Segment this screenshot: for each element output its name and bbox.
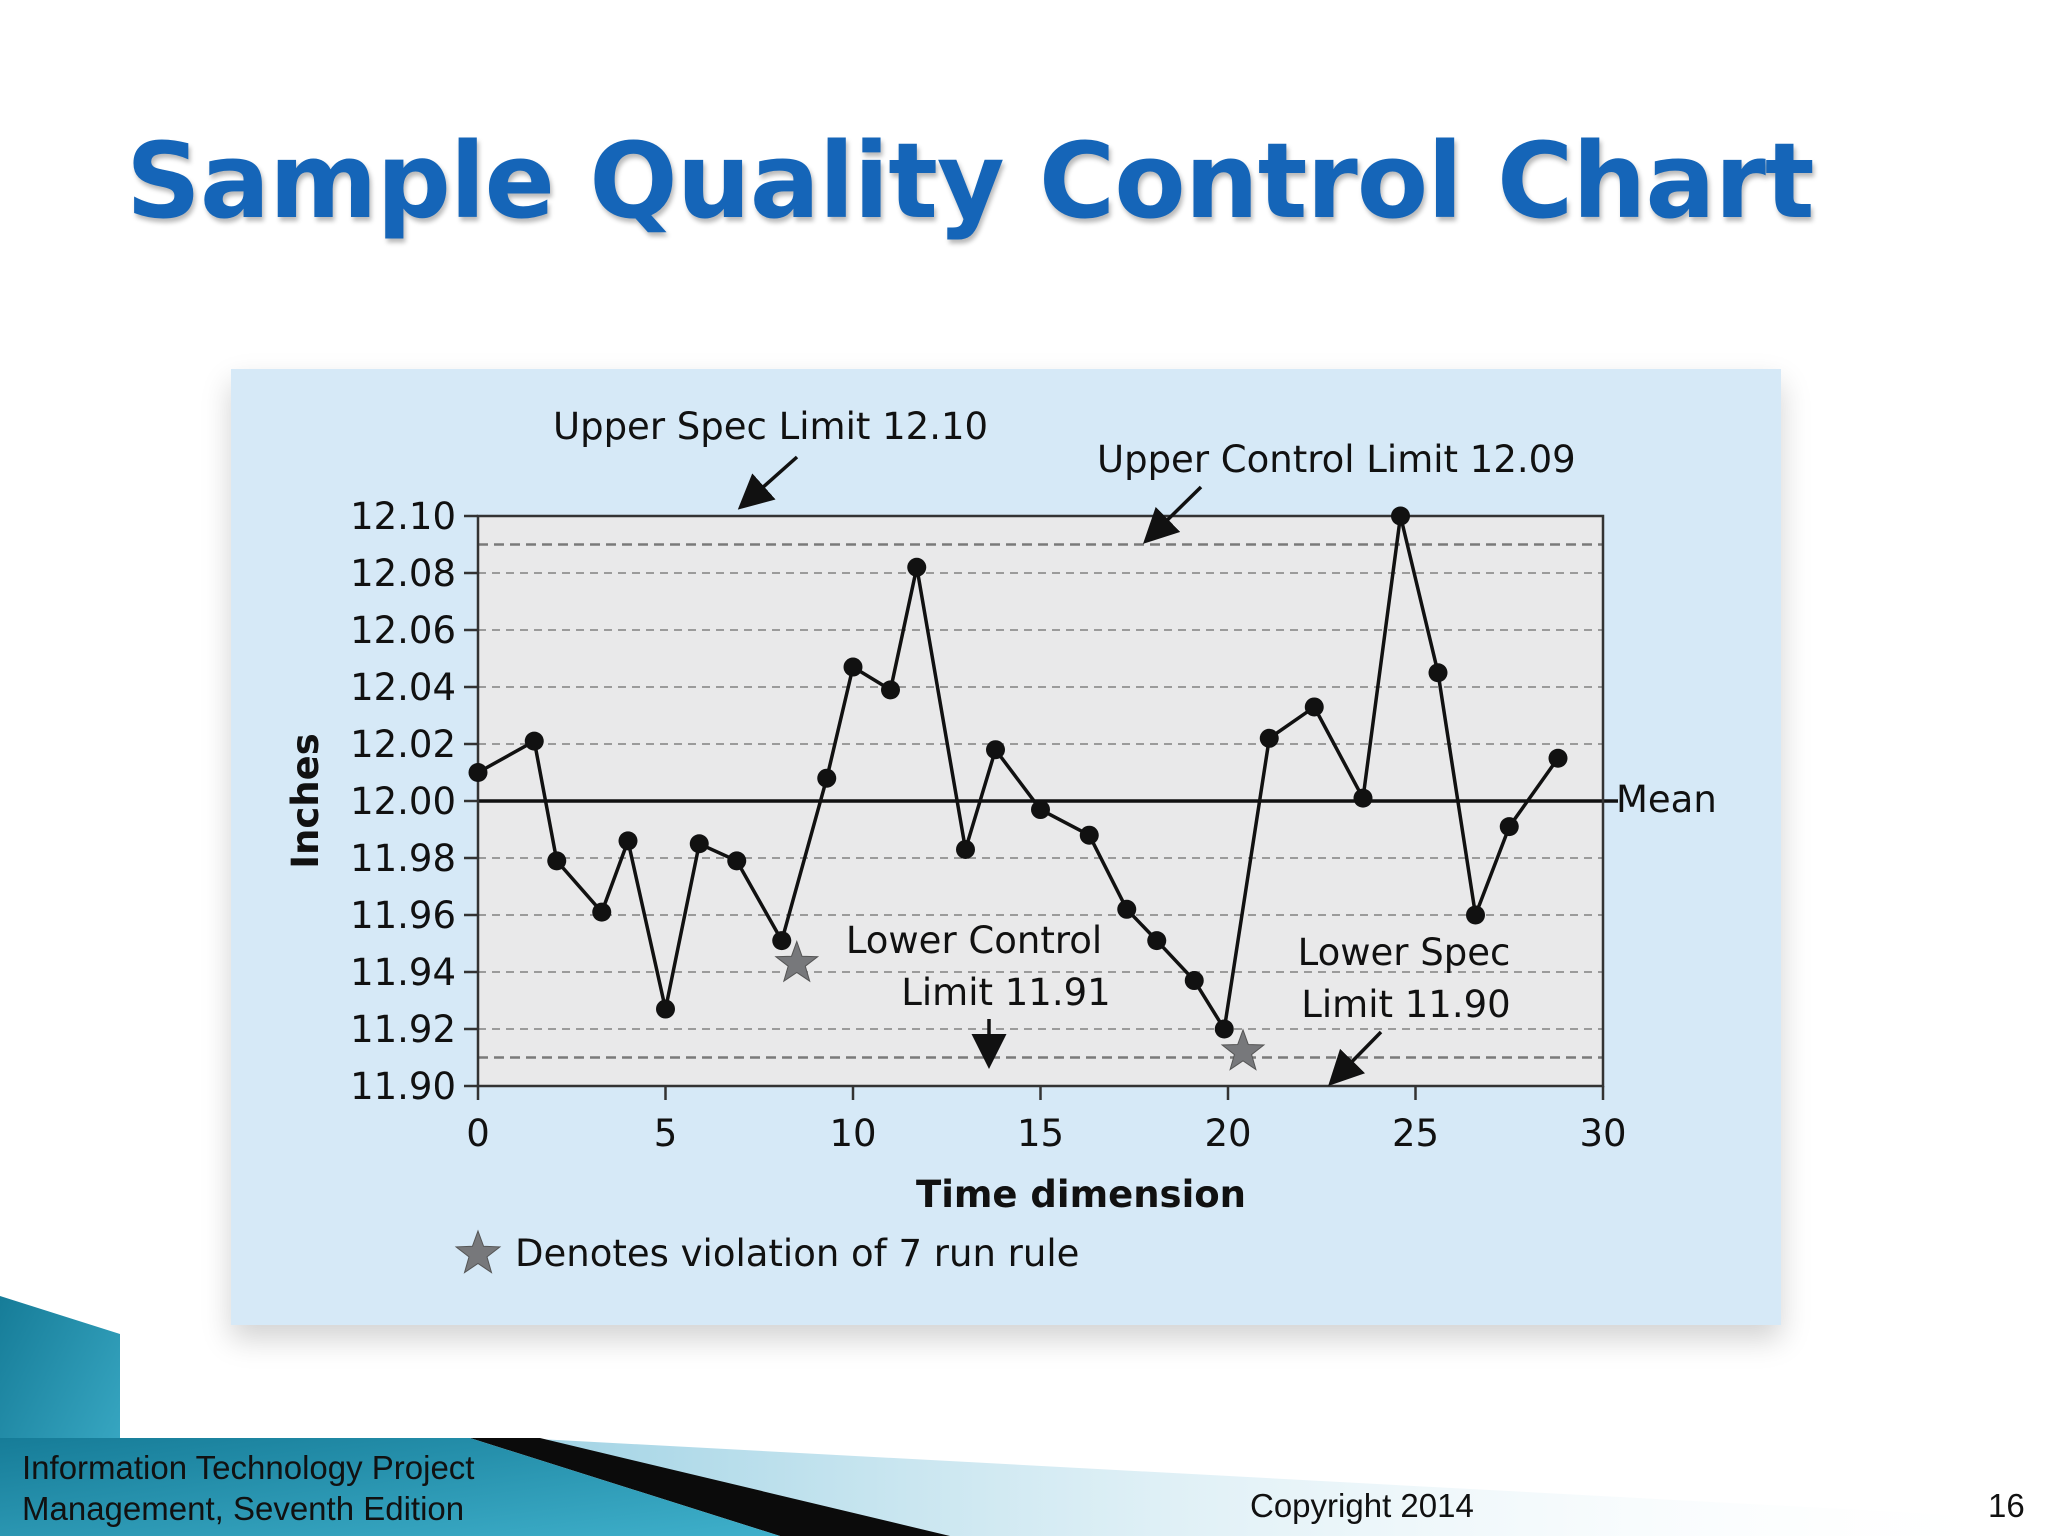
data-point bbox=[1499, 817, 1519, 837]
x-tick-label: 0 bbox=[466, 1112, 490, 1155]
footer-light-sweep bbox=[520, 1438, 2048, 1536]
footer-teal-band bbox=[0, 1438, 780, 1536]
y-tick-label: 11.92 bbox=[350, 1008, 456, 1051]
x-tick-label: 15 bbox=[1017, 1112, 1064, 1155]
x-tick-label: 20 bbox=[1204, 1112, 1251, 1155]
upper-control-arrow bbox=[1143, 485, 1203, 544]
y-tick-label: 12.06 bbox=[350, 609, 456, 652]
lower-spec-limit-label-line1: Lower Spec bbox=[1298, 931, 1511, 974]
x-tick-label: 25 bbox=[1392, 1112, 1439, 1155]
data-point bbox=[547, 851, 567, 871]
x-tick-label: 30 bbox=[1579, 1112, 1626, 1155]
y-tick-label: 12.02 bbox=[350, 723, 456, 766]
data-point bbox=[1147, 931, 1167, 951]
mean-label: Mean bbox=[1616, 778, 1717, 821]
data-point bbox=[468, 763, 488, 782]
data-point bbox=[1466, 905, 1485, 925]
data-point bbox=[1214, 1019, 1234, 1039]
lower-spec-limit-label-line2: Limit 11.90 bbox=[1301, 983, 1510, 1026]
violation-star bbox=[774, 940, 820, 983]
book-title-line2: Management, Seventh Edition bbox=[22, 1490, 465, 1527]
data-point bbox=[1391, 506, 1410, 526]
data-point bbox=[618, 831, 638, 851]
data-point bbox=[1184, 971, 1204, 991]
footer-black-stripe bbox=[470, 1438, 950, 1536]
data-point bbox=[817, 768, 837, 788]
book-title: Information Technology Project Managemen… bbox=[22, 1447, 474, 1529]
lower-control-limit-label-line1: Lower Control bbox=[846, 919, 1102, 962]
book-title-line1: Information Technology Project bbox=[22, 1449, 475, 1486]
y-tick-label: 12.08 bbox=[350, 552, 456, 595]
y-tick-label: 11.90 bbox=[350, 1065, 456, 1108]
data-point bbox=[881, 680, 900, 700]
chart-panel: 12.10 12.08 12.06 12.04 12.02 12.00 11.98 11.96… bbox=[231, 369, 1781, 1325]
data-point bbox=[1353, 788, 1373, 808]
lower-spec-arrow bbox=[1328, 1030, 1383, 1087]
x-axis-label: Time dimension bbox=[916, 1173, 1246, 1216]
data-point bbox=[772, 931, 792, 951]
data-point bbox=[956, 839, 975, 859]
data-point bbox=[1428, 663, 1448, 683]
y-tick-label: 11.96 bbox=[350, 894, 456, 937]
data-point bbox=[1117, 899, 1137, 919]
y-tick-label: 11.94 bbox=[350, 951, 456, 994]
data-point bbox=[1079, 825, 1099, 845]
upper-spec-arrow bbox=[737, 455, 799, 510]
data-point bbox=[1031, 800, 1050, 820]
lower-control-limit-label-line2: Limit 11.91 bbox=[901, 971, 1110, 1014]
y-tick-label: 12.04 bbox=[350, 666, 456, 709]
upper-control-limit-label: Upper Control Limit 12.09 bbox=[1097, 438, 1576, 481]
upper-spec-limit-label: Upper Spec Limit 12.10 bbox=[553, 405, 988, 448]
data-point bbox=[592, 902, 612, 922]
copyright-text: Copyright 2014 bbox=[1250, 1487, 1474, 1524]
data-point bbox=[727, 851, 747, 871]
y-tick-label: 11.98 bbox=[350, 837, 456, 880]
data-point bbox=[1548, 748, 1568, 768]
data-point bbox=[1304, 697, 1324, 717]
legend-label: Denotes violation of 7 run rule bbox=[515, 1232, 1079, 1275]
y-axis-label: Inches bbox=[284, 733, 327, 869]
legend-star-icon bbox=[454, 1229, 502, 1274]
page-number: 16 bbox=[1988, 1487, 2025, 1524]
y-tick-label: 12.10 bbox=[350, 495, 456, 538]
data-point bbox=[524, 731, 544, 751]
data-point bbox=[986, 740, 1005, 760]
data-point bbox=[656, 999, 675, 1019]
data-point bbox=[843, 657, 863, 677]
violation-star bbox=[1220, 1028, 1266, 1071]
y-tick-label: 12.00 bbox=[350, 780, 456, 823]
data-point bbox=[1259, 728, 1279, 748]
x-tick-label: 10 bbox=[829, 1112, 876, 1155]
data-point bbox=[689, 834, 709, 854]
quality-control-chart: 12.10 12.08 12.06 12.04 12.02 12.00 11.98 11.96… bbox=[284, 405, 1717, 1275]
data-point bbox=[907, 557, 927, 577]
plot-frame bbox=[476, 514, 1605, 1088]
x-tick-label: 5 bbox=[654, 1112, 678, 1155]
slide-title: Sample Quality Control Chart bbox=[126, 120, 1815, 242]
